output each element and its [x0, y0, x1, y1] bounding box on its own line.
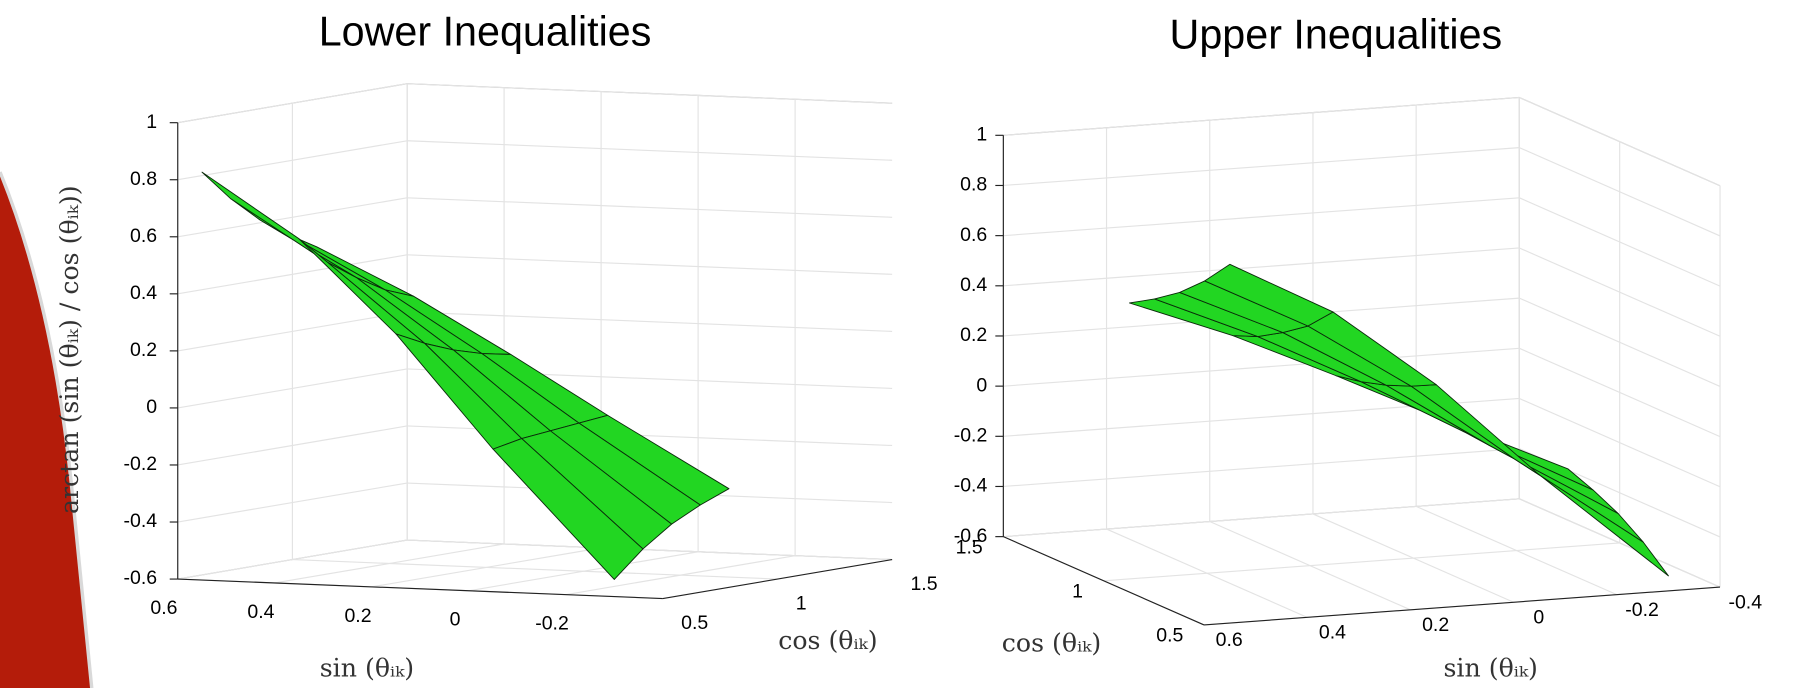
z-tick-label: 1 — [976, 123, 987, 145]
grid-line — [1003, 198, 1519, 236]
grid-line — [1003, 148, 1519, 186]
x-axis-label: sin (θᵢₖ) — [320, 654, 414, 683]
grid-line — [1003, 97, 1519, 135]
surface-patch — [328, 262, 454, 349]
grid-line — [1003, 348, 1519, 386]
y-tick-label: 1.5 — [910, 573, 937, 595]
z-tick-label: 0.8 — [960, 174, 987, 196]
y-tick-label: 1 — [796, 592, 807, 614]
y-axis — [663, 560, 892, 599]
grid-line — [407, 84, 892, 103]
grid-line — [1003, 449, 1519, 487]
x-tick-label: 0.2 — [344, 605, 371, 627]
x-tick-label: -0.2 — [535, 613, 569, 635]
z-tick-label: 0.4 — [960, 274, 987, 296]
y-axis-label: cos (θᵢₖ) — [1002, 628, 1101, 657]
x-axis-label: sin (θᵢₖ) — [1443, 654, 1537, 683]
surface-patch — [1411, 385, 1539, 475]
z-tick-label: 1 — [146, 111, 157, 133]
x-tick-label: 0 — [450, 609, 461, 631]
chart-title: Upper Inequalities — [1170, 12, 1503, 58]
x-tick-label: -0.4 — [1728, 591, 1762, 613]
y-axis-label: cos (θᵢₖ) — [778, 626, 877, 655]
x-tick-label: 0.4 — [247, 601, 274, 623]
z-tick-label: 0.2 — [960, 324, 987, 346]
charts: -0.6 -0.4 -0.2 0 0.2 0.4 0.6 0.8 1 0.6 0.4 0.2 0 -0.2… — [55, 8, 1762, 682]
x-tick-label: 0.4 — [1319, 622, 1346, 644]
y-tick-label: 1.5 — [956, 536, 983, 558]
x-tick-label: 0 — [1533, 606, 1544, 628]
grid-line — [407, 312, 892, 331]
z-tick-label: 0.4 — [130, 282, 157, 304]
y-axis — [1003, 537, 1204, 625]
z-axis-label: arctan (sin (θᵢₖ) / cos (θᵢₖ)) — [55, 185, 84, 514]
chart-title: Lower Inequalities — [319, 8, 652, 54]
surface-patch — [1386, 385, 1514, 459]
z-tick-label: 0.2 — [130, 339, 157, 361]
x-tick-label: -0.2 — [1625, 599, 1659, 621]
z-tick-label: -0.6 — [124, 567, 158, 589]
x-tick-label: 0.6 — [1216, 629, 1243, 651]
z-tick-label: -0.4 — [124, 510, 158, 532]
y-tick-label: 0.5 — [1156, 625, 1183, 647]
z-tick-label: 0 — [146, 396, 157, 418]
x-axis — [178, 579, 663, 598]
z-tick-label: 0.8 — [130, 168, 157, 190]
y-tick-label: 1 — [1072, 580, 1083, 602]
x-tick-label: 0.2 — [1422, 614, 1449, 636]
grid-line — [407, 198, 892, 217]
surface-patch — [1514, 459, 1668, 576]
z-tick-label: 0.6 — [960, 224, 987, 246]
z-tick-label: -0.4 — [954, 475, 988, 497]
grid-line — [292, 560, 777, 579]
z-tick-label: 0 — [976, 374, 987, 396]
grid-line — [407, 141, 892, 160]
z-tick-label: -0.2 — [124, 453, 158, 475]
slide: -0.6 -0.4 -0.2 0 0.2 0.4 0.6 0.8 1 0.6 0.4 0.2 0 -0.2… — [0, 0, 1798, 688]
y-tick-label: 0.5 — [681, 612, 708, 634]
x-tick-label: 0.6 — [150, 597, 177, 619]
z-tick-label: -0.2 — [954, 424, 988, 446]
z-tick-label: 0.6 — [130, 225, 157, 247]
grid-line — [407, 255, 892, 274]
